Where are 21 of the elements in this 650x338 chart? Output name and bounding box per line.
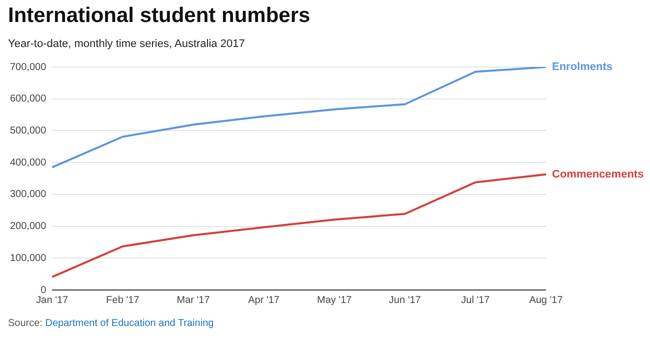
y-tick-label: 100,000 (10, 252, 47, 264)
source-note: Source: Department of Education and Training (8, 318, 214, 329)
x-tick-label: Mar '17 (176, 294, 210, 306)
x-tick-label: Jun '17 (388, 294, 422, 306)
y-tick-label: 600,000 (10, 94, 47, 105)
chart-title: International student numbers (8, 4, 310, 28)
y-tick-label: 400,000 (10, 157, 47, 168)
x-tick-label: Apr '17 (248, 294, 280, 306)
x-tick-label: Jan '17 (36, 294, 69, 306)
y-tick-label: 700,000 (10, 62, 47, 73)
y-tick-label: 0 (40, 284, 47, 296)
chart-subtitle: Year-to-date, monthly time series, Australia 2017 (8, 38, 245, 50)
x-tick-label: Jul '17 (461, 294, 490, 306)
series-label: Commencements (552, 168, 644, 180)
y-tick-label: 300,000 (10, 189, 47, 200)
x-tick-label: Aug '17 (529, 294, 564, 306)
y-tick-label: 200,000 (10, 221, 47, 232)
x-tick-label: Feb '17 (106, 294, 140, 306)
y-tick-label: 500,000 (10, 125, 47, 136)
series-label: Enrolments (552, 61, 613, 74)
x-tick-label: May '17 (316, 294, 352, 306)
